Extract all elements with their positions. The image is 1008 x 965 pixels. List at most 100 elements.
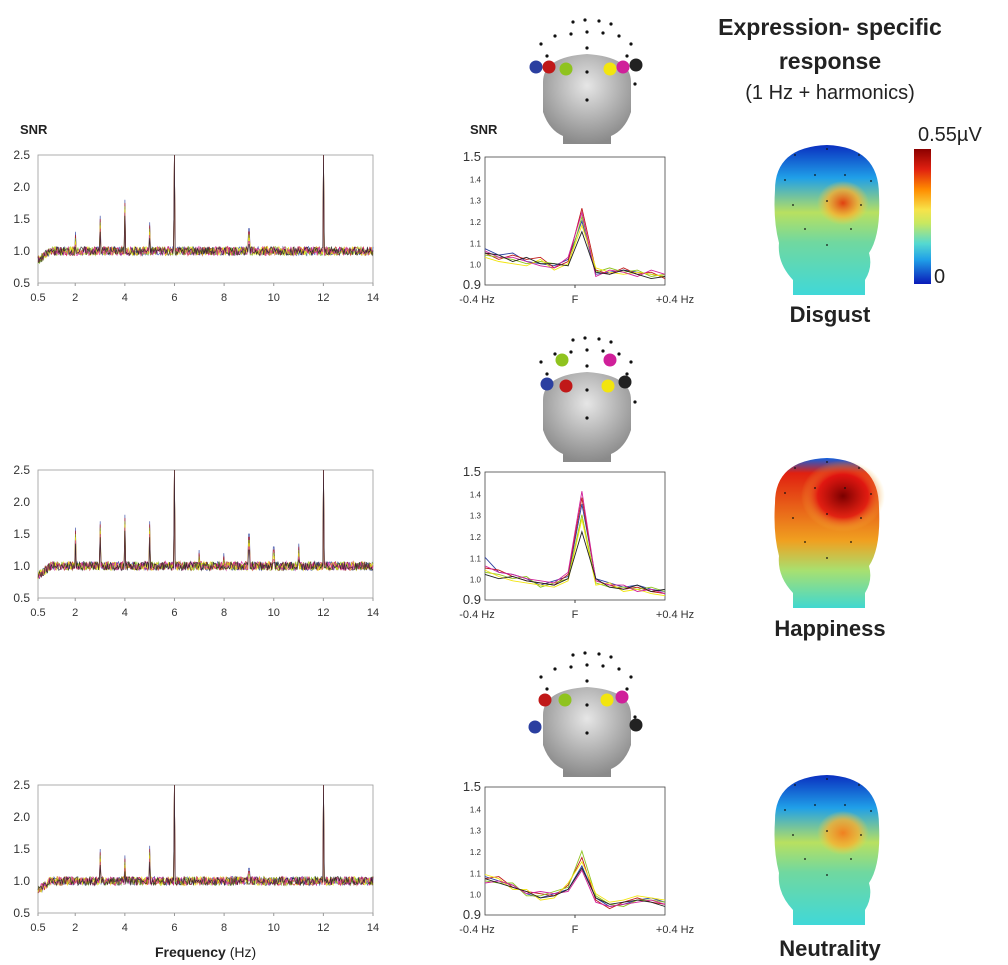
topography-sensor bbox=[860, 204, 862, 206]
topography-sensor bbox=[826, 148, 828, 150]
electrode-dot bbox=[583, 18, 587, 22]
zoom-series-line bbox=[484, 867, 666, 907]
electrode-marker bbox=[616, 60, 630, 74]
topography-sensor bbox=[826, 244, 828, 246]
y-tick-label: 1.2 bbox=[470, 848, 482, 857]
topography-sensor bbox=[804, 228, 806, 230]
electrode-dot bbox=[601, 664, 605, 668]
electrode-marker bbox=[600, 693, 614, 707]
electrode-dot bbox=[617, 352, 621, 356]
electrode-dot bbox=[633, 82, 637, 86]
topography-disgust bbox=[774, 145, 880, 295]
electrode-dot bbox=[625, 687, 629, 691]
y-tick-label: 1.5 bbox=[463, 464, 481, 479]
y-tick-label: 1.2 bbox=[470, 218, 482, 227]
y-tick-label: 2.0 bbox=[13, 810, 30, 824]
x-axis-label: Frequency (Hz) bbox=[155, 944, 256, 960]
spectrum-chart-happiness: 0.5 1.0 1.5 2.0 2.5 0.5 2 4 6 8 10 12 14 bbox=[13, 463, 379, 619]
topography-hotspot bbox=[817, 180, 869, 226]
topography-sensor bbox=[826, 557, 828, 559]
x-tick-label: -0.4 Hz bbox=[459, 924, 494, 936]
condition-label-happiness: Happiness bbox=[774, 616, 886, 641]
electrode-marker bbox=[555, 353, 569, 367]
electrode-dot bbox=[633, 400, 637, 404]
y-tick-label: 2.5 bbox=[13, 148, 30, 162]
y-tick-label: 0.5 bbox=[13, 591, 30, 605]
zoom-chart-disgust: 0.9 1.0 1.1 1.2 1.3 1.4 1.5 -0.4 Hz F +0.4 Hz bbox=[459, 149, 694, 306]
electrode-map-neutrality bbox=[528, 651, 643, 777]
y-tick-label: 1.0 bbox=[13, 559, 30, 573]
electrode-dot bbox=[585, 416, 589, 420]
x-tick-label: 2 bbox=[72, 292, 78, 304]
header-title-line2: response bbox=[778, 48, 882, 74]
x-tick-label: 8 bbox=[221, 607, 227, 619]
spectrum-chart-disgust: 0.5 1.0 1.5 2.0 2.5 0.5 2 4 6 8 10 12 14 bbox=[13, 148, 379, 304]
y-tick-label: 1.2 bbox=[470, 533, 482, 542]
zoom-series-line bbox=[484, 849, 666, 907]
electrode-dot bbox=[633, 715, 637, 719]
y-tick-label: 1.0 bbox=[470, 576, 482, 585]
topography-neutrality bbox=[774, 775, 880, 925]
zoom-series-line bbox=[484, 210, 666, 278]
electrode-dot bbox=[629, 42, 633, 46]
topography-sensor bbox=[870, 180, 872, 182]
electrode-dot bbox=[583, 651, 587, 655]
electrode-marker bbox=[601, 379, 615, 393]
electrode-map-disgust bbox=[529, 18, 643, 144]
electrode-marker bbox=[603, 62, 617, 76]
x-tick-label: 0.5 bbox=[30, 922, 45, 934]
x-tick-label: -0.4 Hz bbox=[459, 609, 494, 621]
y-tick-label: 0.9 bbox=[463, 592, 481, 607]
y-tick-label: 2.0 bbox=[13, 180, 30, 194]
spectrum-series-line bbox=[37, 784, 374, 890]
x-tick-label: 12 bbox=[317, 292, 329, 304]
electrode-dot bbox=[545, 687, 549, 691]
spectrum-series-line bbox=[37, 469, 374, 579]
x-axis-label-bold: Frequency bbox=[155, 944, 226, 960]
x-tick-label: 4 bbox=[122, 607, 128, 619]
x-tick-label: 12 bbox=[317, 607, 329, 619]
x-tick-label: F bbox=[572, 294, 579, 306]
y-tick-label: 0.9 bbox=[463, 277, 481, 292]
topography-sensor bbox=[858, 784, 860, 786]
x-tick-label: 6 bbox=[171, 607, 177, 619]
topography-sensor bbox=[794, 467, 796, 469]
x-tick-label: 6 bbox=[171, 292, 177, 304]
header-title-line1: Expression- specific bbox=[718, 14, 942, 40]
y-tick-label: 2.0 bbox=[13, 495, 30, 509]
y-tick-label: 1.0 bbox=[13, 244, 30, 258]
electrode-dot bbox=[617, 34, 621, 38]
y-tick-label: 0.5 bbox=[13, 906, 30, 920]
topography-sensor bbox=[804, 541, 806, 543]
electrode-marker bbox=[629, 718, 643, 732]
electrode-dot bbox=[583, 336, 587, 340]
electrode-dot bbox=[585, 348, 589, 352]
x-tick-label: -0.4 Hz bbox=[459, 294, 494, 306]
condition-label-disgust: Disgust bbox=[789, 302, 871, 327]
y-tick-label: 1.0 bbox=[470, 261, 482, 270]
topography-sensor bbox=[826, 778, 828, 780]
electrode-dot bbox=[625, 372, 629, 376]
topography-sensor bbox=[844, 174, 846, 176]
x-tick-label: F bbox=[572, 924, 579, 936]
electrode-dot bbox=[601, 349, 605, 353]
electrode-dot bbox=[585, 70, 589, 74]
electrode-dot bbox=[601, 31, 605, 35]
zoom-series-line bbox=[484, 869, 666, 907]
electrode-marker bbox=[618, 375, 632, 389]
electrode-dot bbox=[609, 340, 613, 344]
zoom-series-line bbox=[484, 860, 666, 903]
electrode-dot bbox=[539, 360, 543, 364]
electrode-marker bbox=[540, 377, 554, 391]
y-tick-label: 1.5 bbox=[13, 842, 30, 856]
electrode-dot bbox=[553, 34, 557, 38]
topography-sensor bbox=[844, 487, 846, 489]
x-tick-label: 2 bbox=[72, 922, 78, 934]
x-tick-label: +0.4 Hz bbox=[656, 294, 694, 306]
topography-sensor bbox=[814, 487, 816, 489]
plot-frame bbox=[37, 469, 374, 599]
topography-sensor bbox=[826, 513, 828, 515]
electrode-dot bbox=[585, 663, 589, 667]
y-tick-label: 1.5 bbox=[463, 149, 481, 164]
topography-sensor bbox=[850, 541, 852, 543]
